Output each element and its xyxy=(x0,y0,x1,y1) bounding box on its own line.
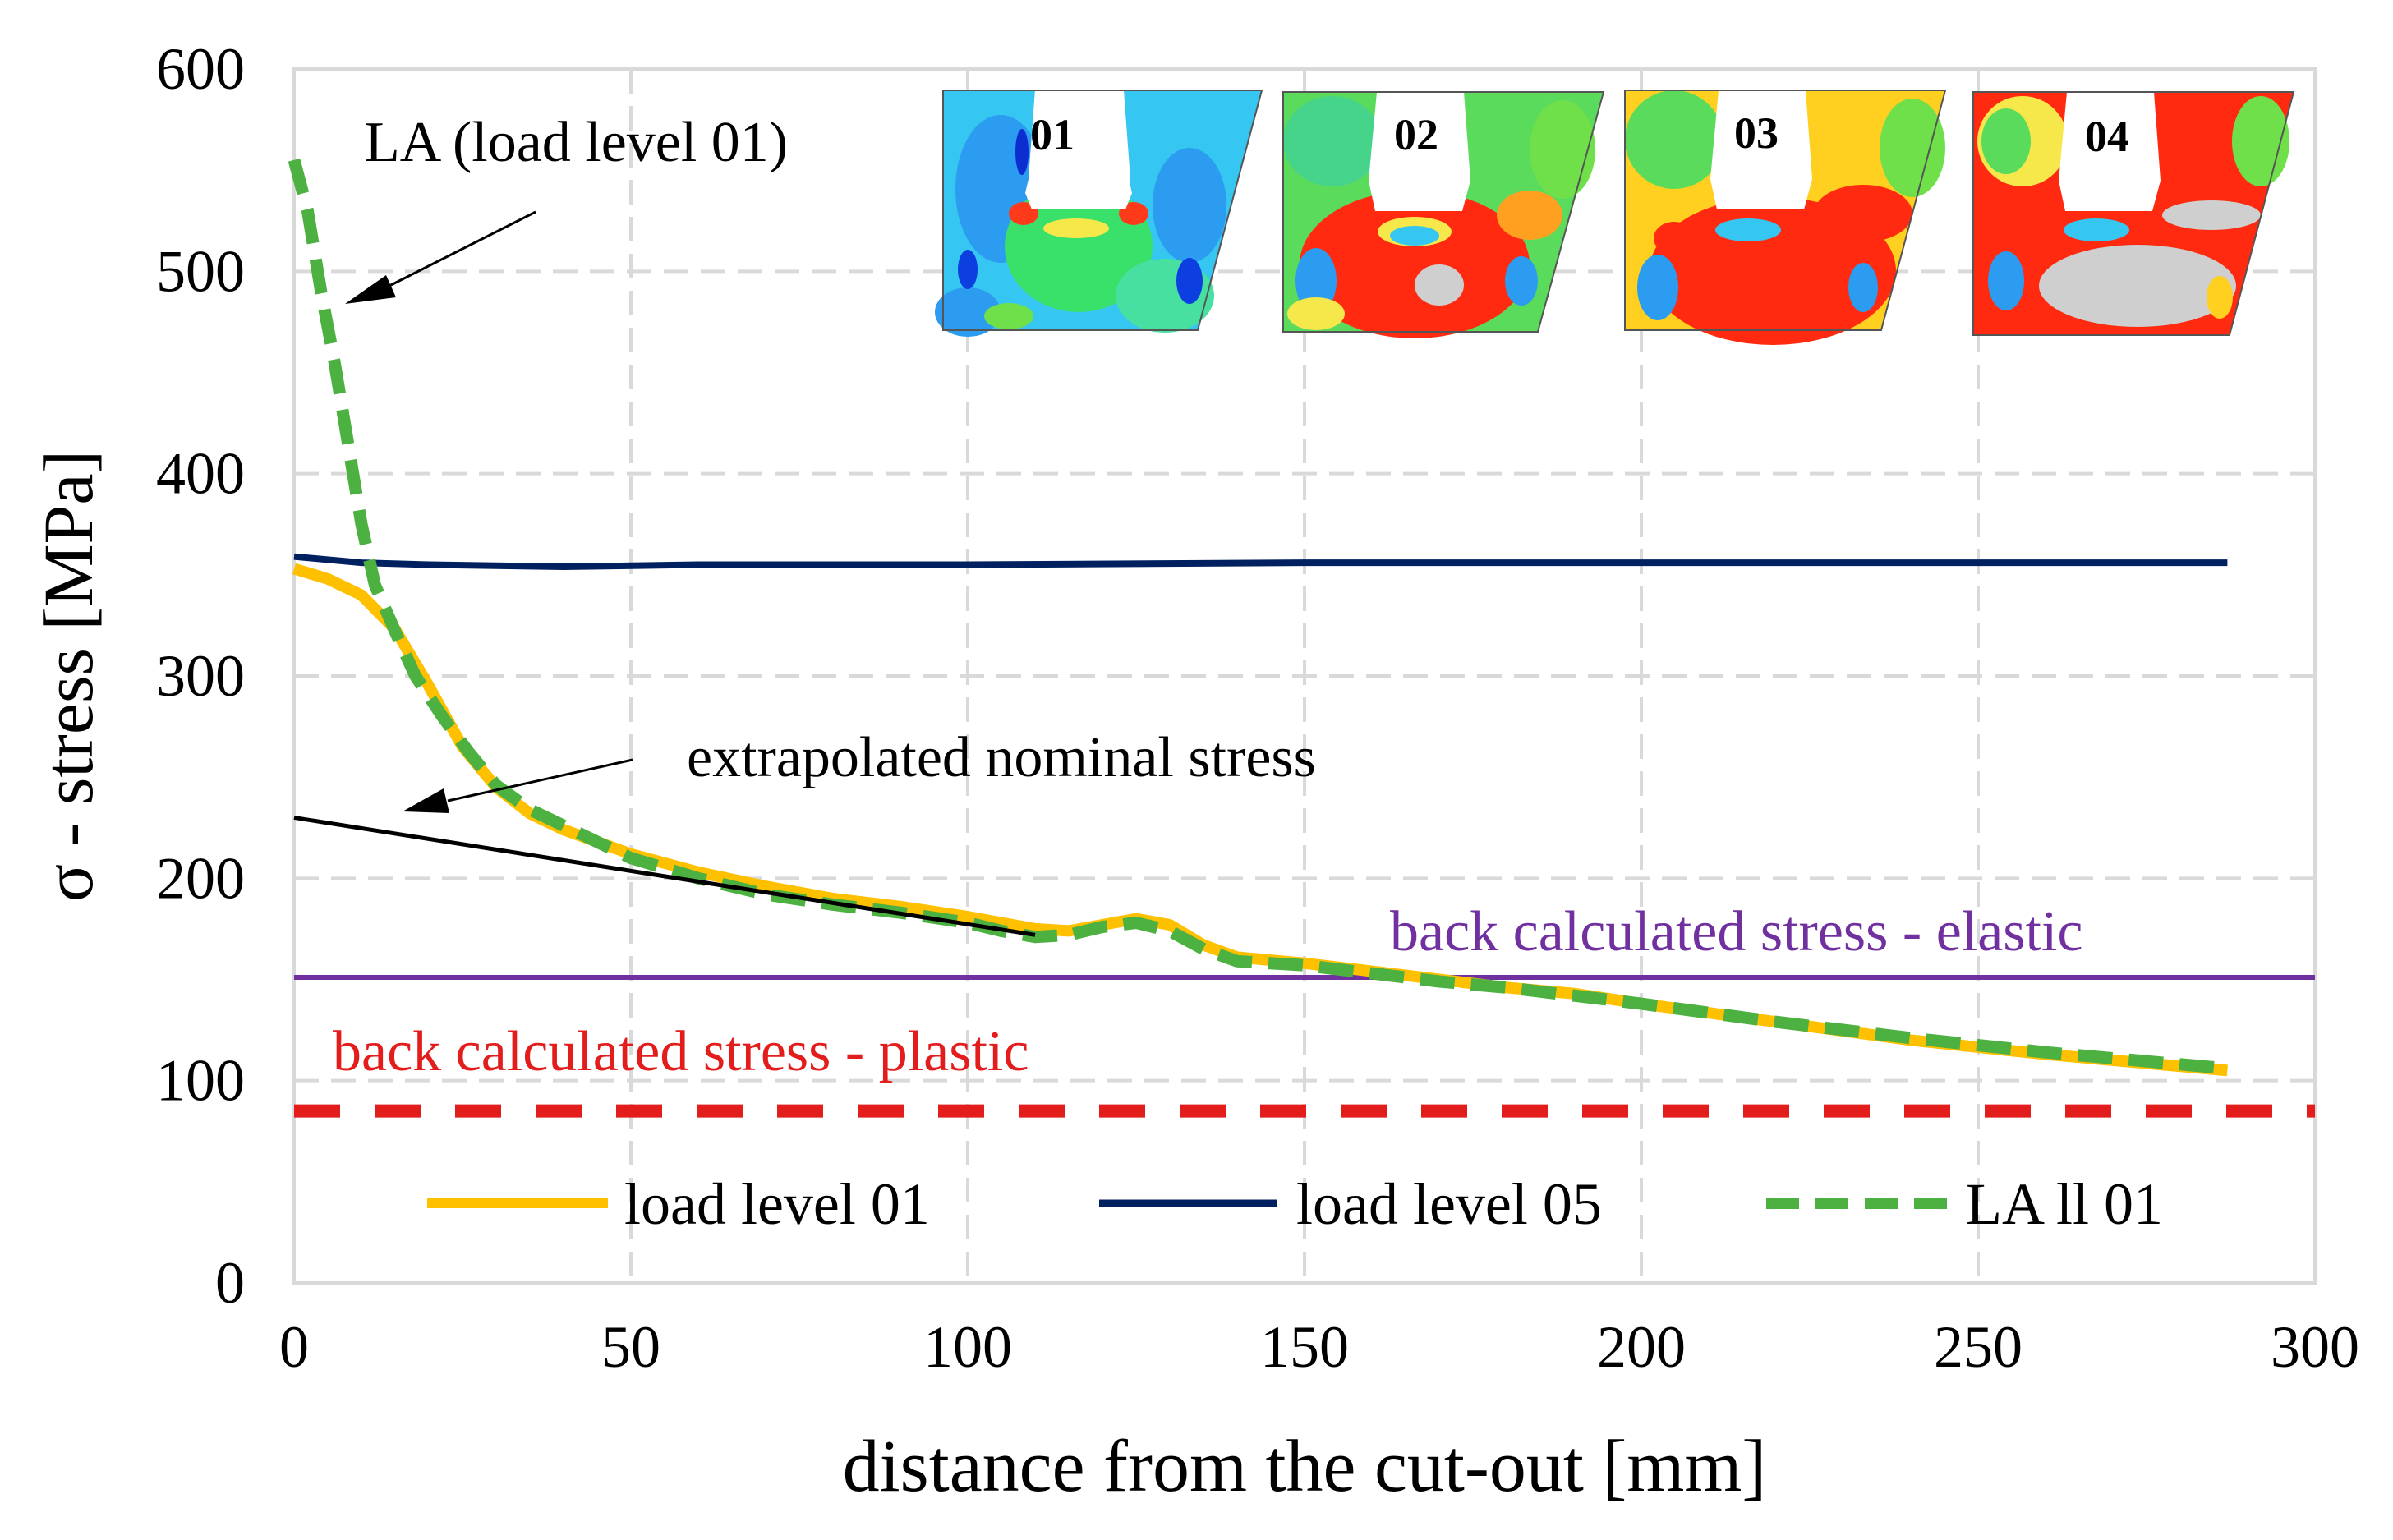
legend: load level 01 load level 05 LA ll 01 xyxy=(427,1171,2163,1237)
series-line-0 xyxy=(292,563,2229,1077)
y-tick-label: 0 xyxy=(215,1250,245,1316)
extrapolation-line xyxy=(293,815,1036,937)
y-axis-title: σ - stress [MPa] xyxy=(29,450,108,902)
y-tick-label: 400 xyxy=(156,441,245,507)
fem-inset-03: 03 xyxy=(1624,90,1947,345)
x-tick-label: 100 xyxy=(923,1314,1012,1380)
annotation-arrows xyxy=(345,210,633,813)
ref-label-elastic: back calculated stress - elastic xyxy=(1390,900,2083,963)
inset-label-01: 01 xyxy=(1030,110,1075,159)
annotation-extrapolated: extrapolated nominal stress xyxy=(687,726,1316,789)
x-tick-label: 200 xyxy=(1597,1314,1686,1380)
extrapolation-group xyxy=(293,815,1036,937)
inset-label-04: 04 xyxy=(2085,112,2129,161)
plot-area-border xyxy=(292,67,2317,1285)
series-line-1 xyxy=(293,553,2228,570)
axis-ticks: 0 50 100 150 200 250 300 0 100 200 300 400 500 600 xyxy=(156,36,2359,1380)
arrow-la-line xyxy=(385,210,536,289)
reference-lines xyxy=(294,975,2315,1118)
fem-inset-02: 02 xyxy=(1282,91,1605,338)
inset-label-02: 02 xyxy=(1394,110,1438,159)
x-tick-label: 300 xyxy=(2271,1314,2359,1380)
x-tick-label: 0 xyxy=(279,1314,309,1380)
x-axis-title: distance from the cut-out [mm] xyxy=(843,1426,1767,1507)
arrow-la-head xyxy=(345,275,396,304)
y-tick-label: 500 xyxy=(156,238,245,304)
x-tick-label: 50 xyxy=(601,1314,660,1380)
inset-label-03: 03 xyxy=(1734,108,1779,158)
arrow-extrap-head xyxy=(403,788,449,813)
y-tick-label: 300 xyxy=(156,643,245,709)
legend-label-ll05: load level 05 xyxy=(1296,1171,1602,1237)
legend-label-la: LA ll 01 xyxy=(1966,1171,2163,1237)
legend-label-ll01: load level 01 xyxy=(624,1171,930,1237)
fem-inset-01: 01 xyxy=(935,90,1263,337)
x-tick-label: 250 xyxy=(1934,1314,2023,1380)
y-tick-label: 200 xyxy=(156,845,245,911)
arrow-extrap-line xyxy=(447,758,633,802)
fem-inset-04: 04 xyxy=(1972,91,2295,336)
y-tick-label: 600 xyxy=(156,36,245,102)
fem-insets: 01 02 xyxy=(935,90,2295,345)
y-tick-label: 100 xyxy=(156,1048,245,1114)
ref-label-plastic: back calculated stress - plastic xyxy=(333,1020,1029,1083)
annotation-la: LA (load level 01) xyxy=(365,111,788,174)
x-tick-label: 150 xyxy=(1260,1314,1349,1380)
